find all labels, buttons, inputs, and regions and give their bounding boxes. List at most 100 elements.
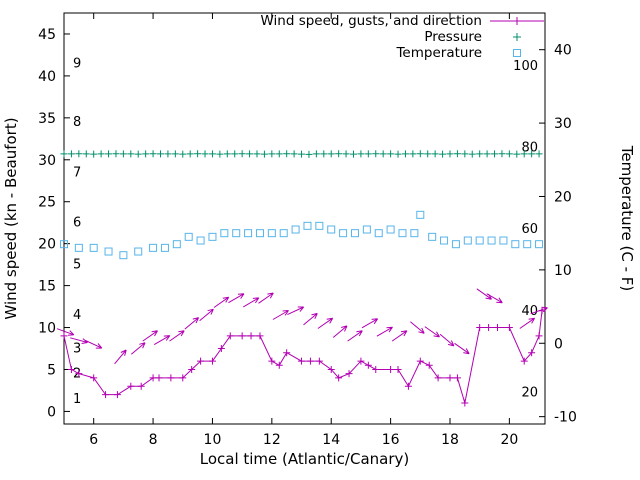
plus-marker	[275, 150, 283, 158]
plus-marker	[505, 324, 513, 332]
plus-marker	[520, 357, 528, 365]
square-marker	[303, 221, 312, 230]
square-marker	[172, 240, 181, 249]
plus-marker	[188, 365, 196, 373]
plus-marker	[171, 150, 179, 158]
y-left-tick-label: 0	[47, 404, 56, 420]
square-marker	[232, 229, 241, 238]
y-left-tick-label: 35	[38, 111, 56, 127]
square-marker	[513, 49, 521, 57]
plus-marker	[216, 150, 224, 158]
plus-marker	[535, 150, 543, 158]
square-marker	[374, 229, 383, 238]
y-right-tick-label: 30	[554, 116, 572, 132]
gust-direction-arrow	[424, 326, 440, 338]
plus-marker	[253, 150, 261, 158]
plus-marker	[208, 150, 216, 158]
gust-direction-arrow	[476, 288, 492, 300]
square-marker	[279, 229, 288, 238]
square-marker	[267, 229, 276, 238]
plus-marker	[105, 150, 113, 158]
square-marker	[89, 243, 98, 252]
plus-marker	[446, 374, 454, 382]
y-left-axis-title: Wind speed (kn - Beaufort)	[2, 117, 20, 319]
gust-direction-arrow	[376, 326, 393, 337]
square-marker	[398, 229, 407, 238]
gust-direction-arrow	[213, 296, 230, 308]
square-marker	[475, 236, 484, 245]
plus-marker	[434, 374, 442, 382]
plus-marker	[453, 150, 461, 158]
plus-marker	[528, 150, 536, 158]
square-marker	[440, 236, 449, 245]
gust-direction-arrow	[530, 306, 548, 315]
plus-marker	[513, 33, 521, 41]
plus-marker	[493, 324, 501, 332]
plus-marker	[197, 357, 205, 365]
legend-label-wind: Wind speed, gusts, and direction	[260, 13, 482, 29]
plus-marker	[461, 150, 469, 158]
square-marker	[451, 240, 460, 249]
square-marker	[208, 232, 217, 241]
x-tick-label: 12	[263, 432, 281, 448]
square-marker	[184, 232, 193, 241]
gust-direction-arrow	[347, 330, 363, 342]
gust-direction-arrow	[70, 337, 88, 344]
square-marker	[499, 236, 508, 245]
plus-marker	[425, 361, 433, 369]
plus-marker	[394, 150, 402, 158]
square-marker	[535, 240, 544, 249]
plus-marker	[372, 150, 380, 158]
plus-marker	[217, 345, 225, 353]
gust-direction-arrow	[258, 292, 274, 304]
y-right-tick-label: 10	[554, 263, 572, 279]
square-marker	[416, 210, 425, 219]
gust-direction-arrow	[243, 297, 260, 308]
plus-marker	[156, 150, 164, 158]
plus-marker	[186, 150, 194, 158]
beaufort-scale-label: 5	[73, 258, 81, 273]
plus-marker	[113, 391, 121, 399]
plus-marker	[387, 150, 395, 158]
plus-marker	[112, 150, 120, 158]
beaufort-scale-label: 6	[73, 216, 81, 231]
plus-marker	[283, 150, 291, 158]
plus-marker	[394, 365, 402, 373]
gust-direction-arrow	[184, 317, 200, 330]
gust-direction-arrow	[199, 308, 214, 322]
plus-marker	[312, 150, 320, 158]
plus-marker	[349, 150, 357, 158]
plus-marker	[179, 150, 187, 158]
gust-direction-arrow	[114, 349, 127, 365]
plus-marker	[90, 150, 98, 158]
plus-marker	[60, 332, 68, 340]
plus-marker	[431, 150, 439, 158]
plus-marker	[102, 391, 110, 399]
plus-marker	[379, 150, 387, 158]
square-marker	[362, 225, 371, 234]
wind-speed-line	[63, 310, 543, 404]
plus-marker	[439, 150, 447, 158]
plus-marker	[194, 150, 202, 158]
plus-marker	[67, 365, 75, 373]
plus-marker	[127, 150, 135, 158]
plus-marker	[134, 150, 142, 158]
plus-marker	[208, 357, 216, 365]
plus-marker	[305, 150, 313, 158]
beaufort-scale-label: 8	[73, 115, 81, 130]
square-marker	[104, 247, 113, 256]
beaufort-scale-label: 9	[73, 56, 81, 71]
plus-marker	[256, 332, 264, 340]
plus-marker	[119, 150, 127, 158]
plus-marker	[142, 150, 150, 158]
y-left-tick-label: 25	[38, 195, 56, 211]
square-marker	[255, 229, 264, 238]
plus-marker	[505, 150, 513, 158]
gust-direction-arrow	[317, 317, 334, 329]
plus-marker	[238, 150, 246, 158]
plus-marker	[327, 365, 335, 373]
plot-border	[63, 12, 546, 425]
plus-marker	[82, 150, 90, 158]
